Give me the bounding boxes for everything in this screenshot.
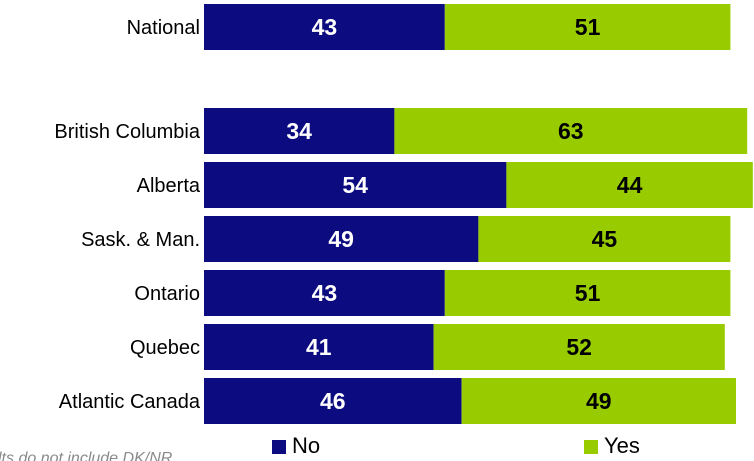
value-label-yes-alberta: 44 — [617, 172, 643, 198]
value-label-no-ontario: 43 — [312, 280, 338, 306]
bar-no-quebec — [204, 324, 434, 370]
value-label-no-national: 43 — [312, 14, 338, 40]
bar-no-atlantic-canada — [204, 378, 462, 424]
legend-label-yes: Yes — [604, 433, 640, 458]
value-label-no-alberta: 54 — [342, 172, 368, 198]
bar-no-alberta — [204, 162, 507, 208]
category-label-atlantic-canada: Atlantic Canada — [59, 391, 201, 413]
category-label-alberta: Alberta — [137, 175, 201, 197]
category-label-ontario: Ontario — [134, 283, 200, 305]
value-label-no-atlantic-canada: 46 — [320, 388, 346, 414]
category-label-quebec: Quebec — [130, 337, 200, 359]
value-label-yes-sask-man: 45 — [592, 226, 618, 252]
bar-no-sask-man — [204, 216, 479, 262]
value-label-yes-british-columbia: 63 — [558, 118, 584, 144]
value-label-yes-ontario: 51 — [575, 280, 601, 306]
bar-yes-atlantic-canada — [461, 378, 736, 424]
bar-yes-national — [444, 4, 731, 50]
bar-yes-alberta — [506, 162, 753, 208]
bar-yes-sask-man — [478, 216, 731, 262]
value-label-no-sask-man: 49 — [328, 226, 354, 252]
bar-yes-ontario — [444, 270, 731, 316]
bar-no-national — [204, 4, 445, 50]
bars-group — [204, 4, 753, 424]
bar-yes-british-columbia — [394, 108, 748, 154]
bar-yes-quebec — [433, 324, 725, 370]
value-label-yes-atlantic-canada: 49 — [586, 388, 612, 414]
category-label-british-columbia: British Columbia — [54, 121, 200, 143]
bar-no-british-columbia — [204, 108, 395, 154]
value-label-yes-quebec: 52 — [566, 334, 592, 360]
legend-swatch-yes — [584, 440, 598, 454]
bar-no-ontario — [204, 270, 445, 316]
category-label-national: National — [127, 17, 200, 39]
value-label-yes-national: 51 — [575, 14, 601, 40]
footnote: lts do not include DK/NR — [0, 450, 173, 461]
category-label-sask-man: Sask. & Man. — [81, 229, 200, 251]
legend-swatch-no — [272, 440, 286, 454]
labels-group: National 43 51 British Columbia 34 63 Alberta 5… — [54, 14, 642, 414]
value-label-no-quebec: 41 — [306, 334, 332, 360]
legend: No Yes — [272, 433, 640, 458]
value-label-no-british-columbia: 34 — [286, 118, 312, 144]
legend-label-no: No — [292, 433, 320, 458]
